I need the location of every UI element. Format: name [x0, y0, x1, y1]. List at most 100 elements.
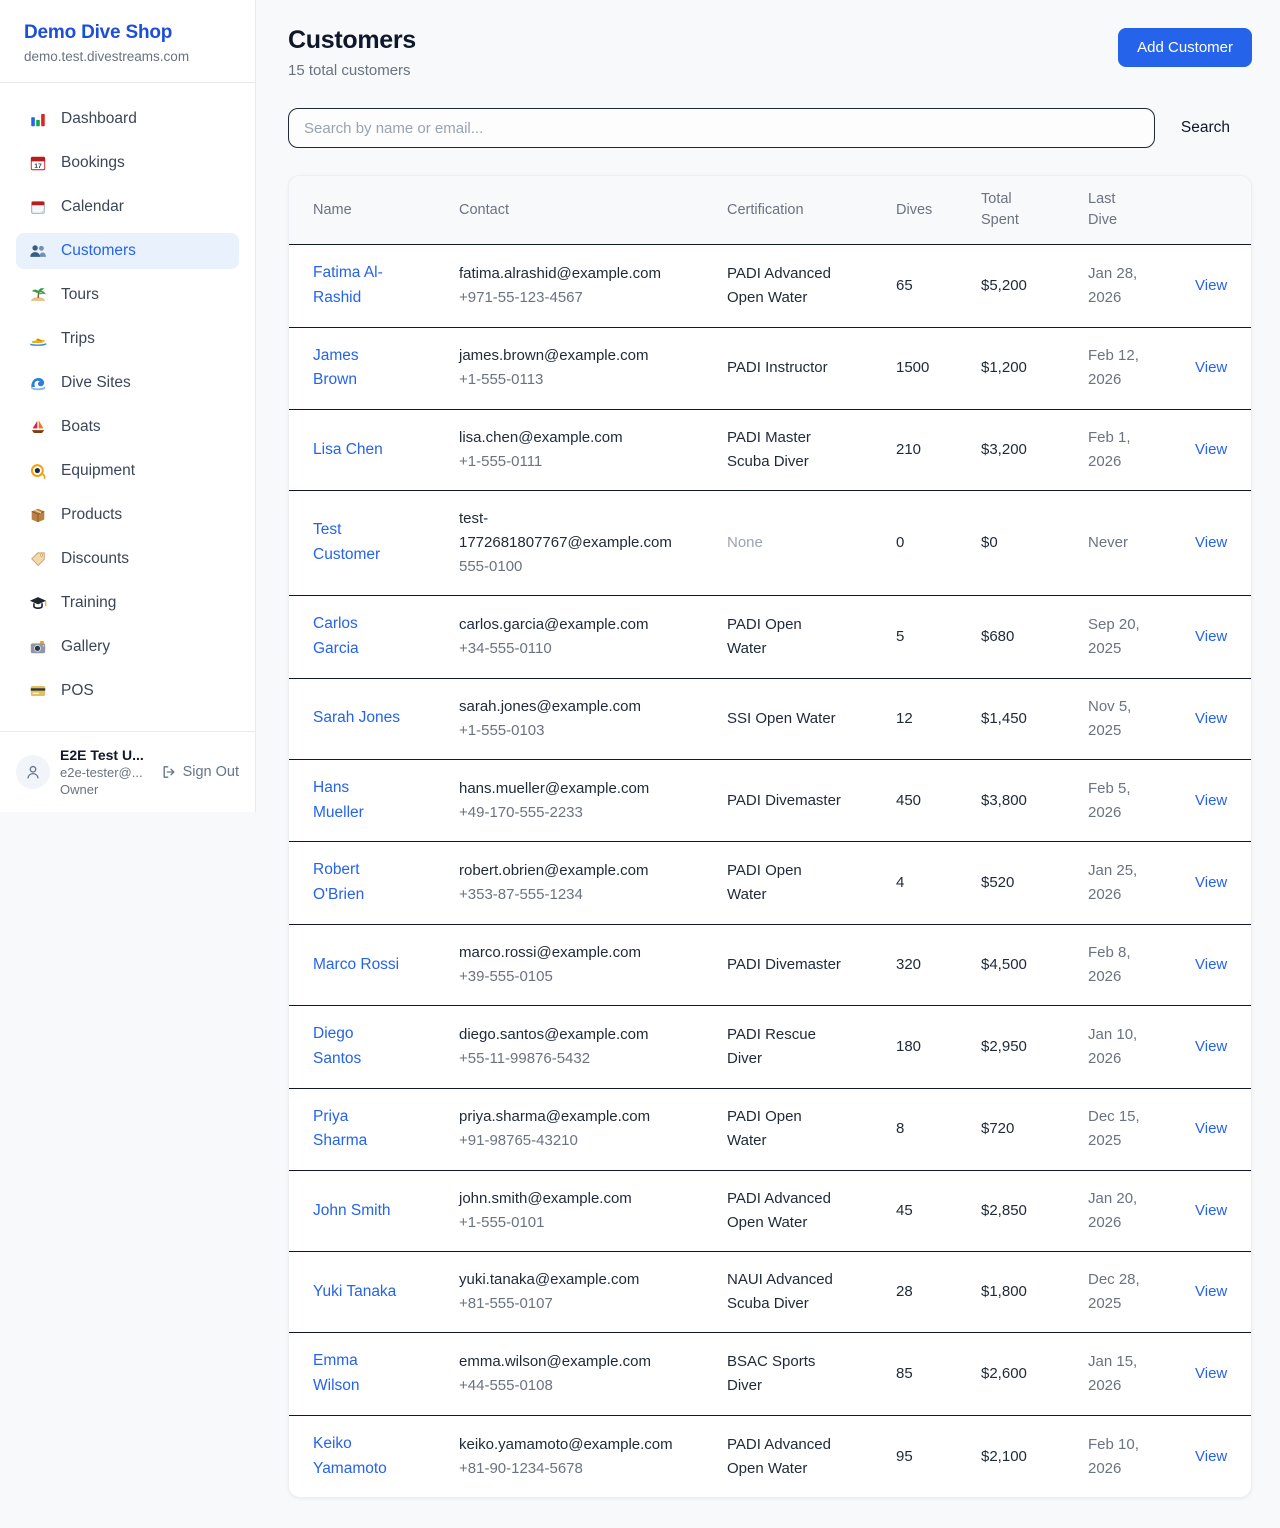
- sidebar-item-label: Calendar: [61, 198, 124, 215]
- column-header-last-dive: Last Dive: [1088, 176, 1195, 245]
- sidebar-user-panel: E2E Test U... e2e-tester@... Owner Sign …: [0, 731, 255, 812]
- customer-email: yuki.tanaka@example.com: [459, 1271, 640, 1289]
- brand-name[interactable]: Demo Dive Shop: [24, 22, 173, 43]
- customer-name-link[interactable]: Hans Mueller: [313, 778, 364, 821]
- customer-name-link[interactable]: Fatima Al-Rashid: [313, 264, 383, 306]
- customer-name-link[interactable]: Yuki Tanaka: [313, 1282, 397, 1300]
- view-link[interactable]: View: [1195, 1202, 1228, 1220]
- table-row: Priya Sharma priya.sharma@example.com +9…: [289, 1088, 1251, 1171]
- view-link[interactable]: View: [1195, 441, 1228, 459]
- view-link[interactable]: View: [1195, 709, 1228, 727]
- package-icon: [28, 505, 48, 525]
- customer-phone: +55-11-99876-5432: [459, 1049, 591, 1067]
- sidebar-item-label: Equipment: [61, 462, 136, 479]
- dives-cell: 210: [896, 441, 922, 459]
- sidebar-item-label: Discounts: [61, 550, 130, 567]
- sidebar-divider: [0, 82, 255, 83]
- view-link[interactable]: View: [1195, 534, 1228, 552]
- last-dive-cell: Nov 5, 2025: [1088, 697, 1132, 739]
- view-link[interactable]: View: [1195, 1283, 1228, 1301]
- sidebar-item-trips[interactable]: Trips: [16, 321, 239, 357]
- sidebar-item-calendar[interactable]: Calendar: [16, 189, 239, 225]
- total-customers-count: 15 total customers: [288, 62, 411, 79]
- certification-cell: None: [727, 534, 763, 552]
- customer-name-link[interactable]: John Smith: [313, 1201, 391, 1219]
- customer-phone: +971-55-123-4567: [459, 288, 583, 306]
- view-link[interactable]: View: [1195, 1120, 1228, 1138]
- last-dive-cell: Feb 10, 2026: [1088, 1435, 1139, 1477]
- customer-email: carlos.garcia@example.com: [459, 616, 649, 634]
- view-link[interactable]: View: [1195, 1447, 1228, 1465]
- last-dive-cell: Feb 8, 2026: [1088, 944, 1131, 985]
- customer-phone: +91-98765-43210: [459, 1132, 578, 1150]
- camera-icon: [28, 637, 48, 657]
- dives-cell: 5: [896, 628, 905, 646]
- sidebar-item-dashboard[interactable]: Dashboard: [16, 101, 239, 137]
- view-link[interactable]: View: [1195, 359, 1228, 377]
- sidebar-item-boats[interactable]: Boats: [16, 409, 239, 445]
- customer-name-link[interactable]: Keiko Yamamoto: [313, 1434, 387, 1477]
- sidebar-item-customers[interactable]: Customers: [16, 233, 239, 269]
- table-row: Diego Santos diego.santos@example.com +5…: [289, 1005, 1251, 1089]
- sidebar-item-discounts[interactable]: Discounts: [16, 541, 239, 577]
- customers-table: Name Contact Certification Dives Total S…: [289, 176, 1251, 1497]
- customer-name-link[interactable]: Marco Rossi: [313, 955, 400, 973]
- table-row: John Smith john.smith@example.com +1-555…: [289, 1170, 1251, 1252]
- sidebar-item-label: Customers: [61, 242, 136, 259]
- view-link[interactable]: View: [1195, 1364, 1228, 1382]
- total-spent-cell: $1,200: [981, 359, 1027, 377]
- sidebar-item-products[interactable]: Products: [16, 497, 239, 533]
- sidebar-item-equipment[interactable]: Equipment: [16, 453, 239, 489]
- total-spent-cell: $720: [981, 1120, 1015, 1138]
- customer-name-link[interactable]: Sarah Jones: [313, 709, 401, 727]
- contact-cell: john.smith@example.com +1-555-0101: [459, 1187, 674, 1235]
- total-spent-cell: $1,800: [981, 1283, 1027, 1301]
- sidebar-item-training[interactable]: Training: [16, 585, 239, 621]
- table-row: James Brown james.brown@example.com +1-5…: [289, 327, 1251, 410]
- customer-name-link[interactable]: Priya Sharma: [313, 1107, 368, 1150]
- view-link[interactable]: View: [1195, 1037, 1228, 1055]
- last-dive-cell: Feb 12, 2026: [1088, 347, 1139, 389]
- dives-cell: 85: [896, 1364, 913, 1382]
- customer-phone: +44-555-0108: [459, 1376, 553, 1394]
- last-dive-cell: Jan 15, 2026: [1088, 1352, 1138, 1394]
- table-row: Carlos Garcia carlos.garcia@example.com …: [289, 595, 1251, 679]
- view-link[interactable]: View: [1195, 276, 1228, 294]
- contact-cell: marco.rossi@example.com +39-555-0105: [459, 941, 674, 989]
- brand[interactable]: Demo Dive Shop demo.test.divestreams.com: [0, 0, 255, 82]
- credit-card-icon: [28, 681, 48, 701]
- customer-name-link[interactable]: James Brown: [313, 346, 359, 389]
- sidebar-item-label: Boats: [61, 418, 101, 435]
- sidebar-item-dive-sites[interactable]: Dive Sites: [16, 365, 239, 401]
- customer-name-link[interactable]: Carlos Garcia: [313, 615, 359, 658]
- search-input[interactable]: [288, 108, 1155, 148]
- view-link[interactable]: View: [1195, 628, 1228, 646]
- sidebar-item-pos[interactable]: POS: [16, 673, 239, 709]
- customer-phone: +81-90-1234-5678: [459, 1459, 583, 1477]
- search-button[interactable]: Search: [1181, 113, 1230, 143]
- customers-table-card: Name Contact Certification Dives Total S…: [288, 175, 1252, 1499]
- customer-name-link[interactable]: Lisa Chen: [313, 440, 383, 458]
- add-customer-button[interactable]: Add Customer: [1118, 28, 1252, 67]
- sidebar-item-label: Dashboard: [61, 110, 137, 127]
- sidebar-item-label: Tours: [61, 286, 99, 303]
- sidebar-item-bookings[interactable]: 17 Bookings: [16, 145, 239, 181]
- sidebar-item-label: Bookings: [61, 154, 125, 171]
- sign-out-button[interactable]: Sign Out: [161, 764, 239, 780]
- table-row: Hans Mueller hans.mueller@example.com +4…: [289, 759, 1251, 842]
- view-link[interactable]: View: [1195, 874, 1228, 892]
- customer-name-link[interactable]: Test Customer: [313, 521, 381, 564]
- last-dive-cell: Jan 20, 2026: [1088, 1190, 1138, 1232]
- contact-cell: robert.obrien@example.com +353-87-555-12…: [459, 859, 674, 907]
- dives-cell: 1500: [896, 359, 930, 377]
- customer-name-link[interactable]: Emma Wilson: [313, 1352, 360, 1394]
- contact-cell: sarah.jones@example.com +1-555-0103: [459, 695, 674, 743]
- view-link[interactable]: View: [1195, 791, 1228, 809]
- contact-cell: james.brown@example.com +1-555-0113: [459, 344, 674, 392]
- customer-name-link[interactable]: Diego Santos: [313, 1025, 362, 1067]
- view-link[interactable]: View: [1195, 956, 1228, 973]
- sidebar-item-tours[interactable]: Tours: [16, 277, 239, 313]
- contact-cell: fatima.alrashid@example.com +971-55-123-…: [459, 262, 674, 310]
- sidebar-item-gallery[interactable]: Gallery: [16, 629, 239, 665]
- customer-name-link[interactable]: Robert O'Brien: [313, 861, 365, 904]
